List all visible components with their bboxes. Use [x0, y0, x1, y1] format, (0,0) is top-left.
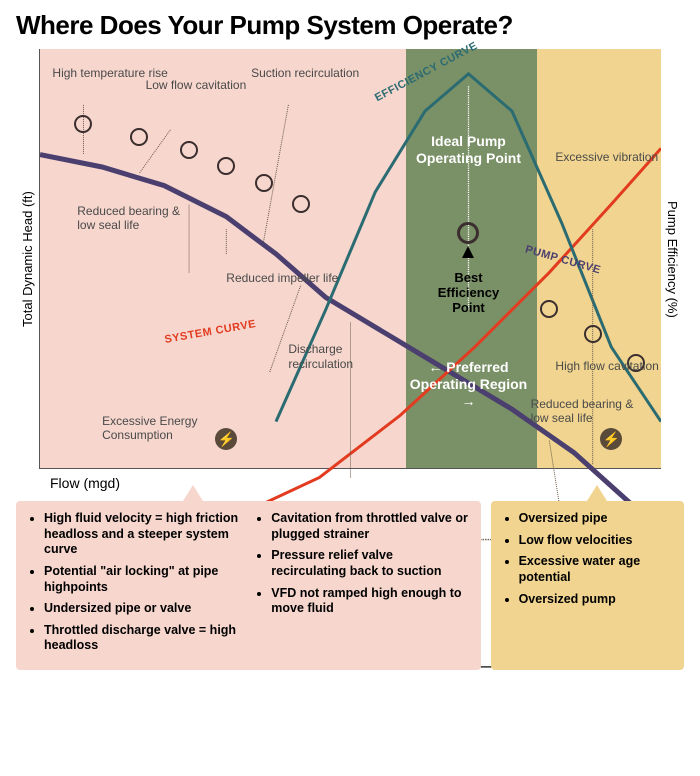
- annotation-red_bearing_r: Reduced bearing & low seal life: [531, 397, 651, 426]
- pump-chart: High temperature riseLow flow cavitation…: [39, 49, 661, 469]
- callout-item: Oversized pipe: [519, 511, 672, 527]
- annotation-suction_rec: Suction recirculation: [251, 66, 359, 80]
- callout-item: High fluid velocity = high friction head…: [44, 511, 241, 558]
- problem-circle: [74, 115, 92, 133]
- bep-circle: [457, 222, 479, 244]
- annotation-high_flow_cav: High flow cavitation: [555, 359, 658, 373]
- callout-item: Undersized pipe or valve: [44, 601, 241, 617]
- callout-item: Excessive water age potential: [519, 554, 672, 585]
- callout-row: High fluid velocity = high friction head…: [16, 501, 684, 670]
- callout-item: Pressure relief valve recirculating back…: [271, 548, 468, 579]
- annotation-red_impeller: Reduced impeller life: [226, 271, 338, 285]
- callout-right: Oversized pipe Low flow velocities Excessi…: [491, 501, 684, 670]
- callout-arrow-icon: [183, 485, 203, 501]
- callout-item: Oversized pump: [519, 592, 672, 608]
- callout-item: Throttled discharge valve = high headlos…: [44, 623, 241, 654]
- callout-arrow-icon: [587, 485, 607, 501]
- y-axis-right-label: Pump Efficiency (%): [661, 49, 684, 469]
- problem-circle: [292, 195, 310, 213]
- page-title: Where Does Your Pump System Operate?: [16, 10, 684, 41]
- zone-ideal: Ideal Pump Operating Point: [408, 133, 528, 167]
- callout-item: Cavitation from throttled valve or plugg…: [271, 511, 468, 542]
- problem-circle: [217, 157, 235, 175]
- annotation-red_bearing_l: Reduced bearing & low seal life: [77, 204, 197, 233]
- callout-item: Potential "air locking" at pipe highpoin…: [44, 564, 241, 595]
- y-axis-left-label: Total Dynamic Head (ft): [16, 49, 39, 469]
- chart-row: Total Dynamic Head (ft) High temperature…: [16, 49, 684, 469]
- annotation-low_flow_cav: Low flow cavitation: [146, 78, 247, 92]
- problem-circle: [255, 174, 273, 192]
- bolt-icon: ⚡: [600, 428, 622, 450]
- annotation-exc_vib: Excessive vibration: [555, 150, 658, 164]
- zone-bep: Best Efficiency Point: [423, 271, 513, 316]
- problem-circle: [130, 128, 148, 146]
- bolt-icon: ⚡: [215, 428, 237, 450]
- annotation-disch_rec: Discharge recirculation: [288, 342, 408, 371]
- annotation-exc_energy: Excessive Energy Consumption: [102, 414, 222, 443]
- callout-item: VFD not ramped high enough to move fluid: [271, 586, 468, 617]
- problem-circle: [180, 141, 198, 159]
- callout-left: High fluid velocity = high friction head…: [16, 501, 481, 670]
- zone-preferred: ← Preferred Operating Region →: [408, 359, 528, 409]
- problem-circle: [584, 325, 602, 343]
- problem-circle: [540, 300, 558, 318]
- callout-item: Low flow velocities: [519, 533, 672, 549]
- bep-pointer-icon: [462, 246, 474, 258]
